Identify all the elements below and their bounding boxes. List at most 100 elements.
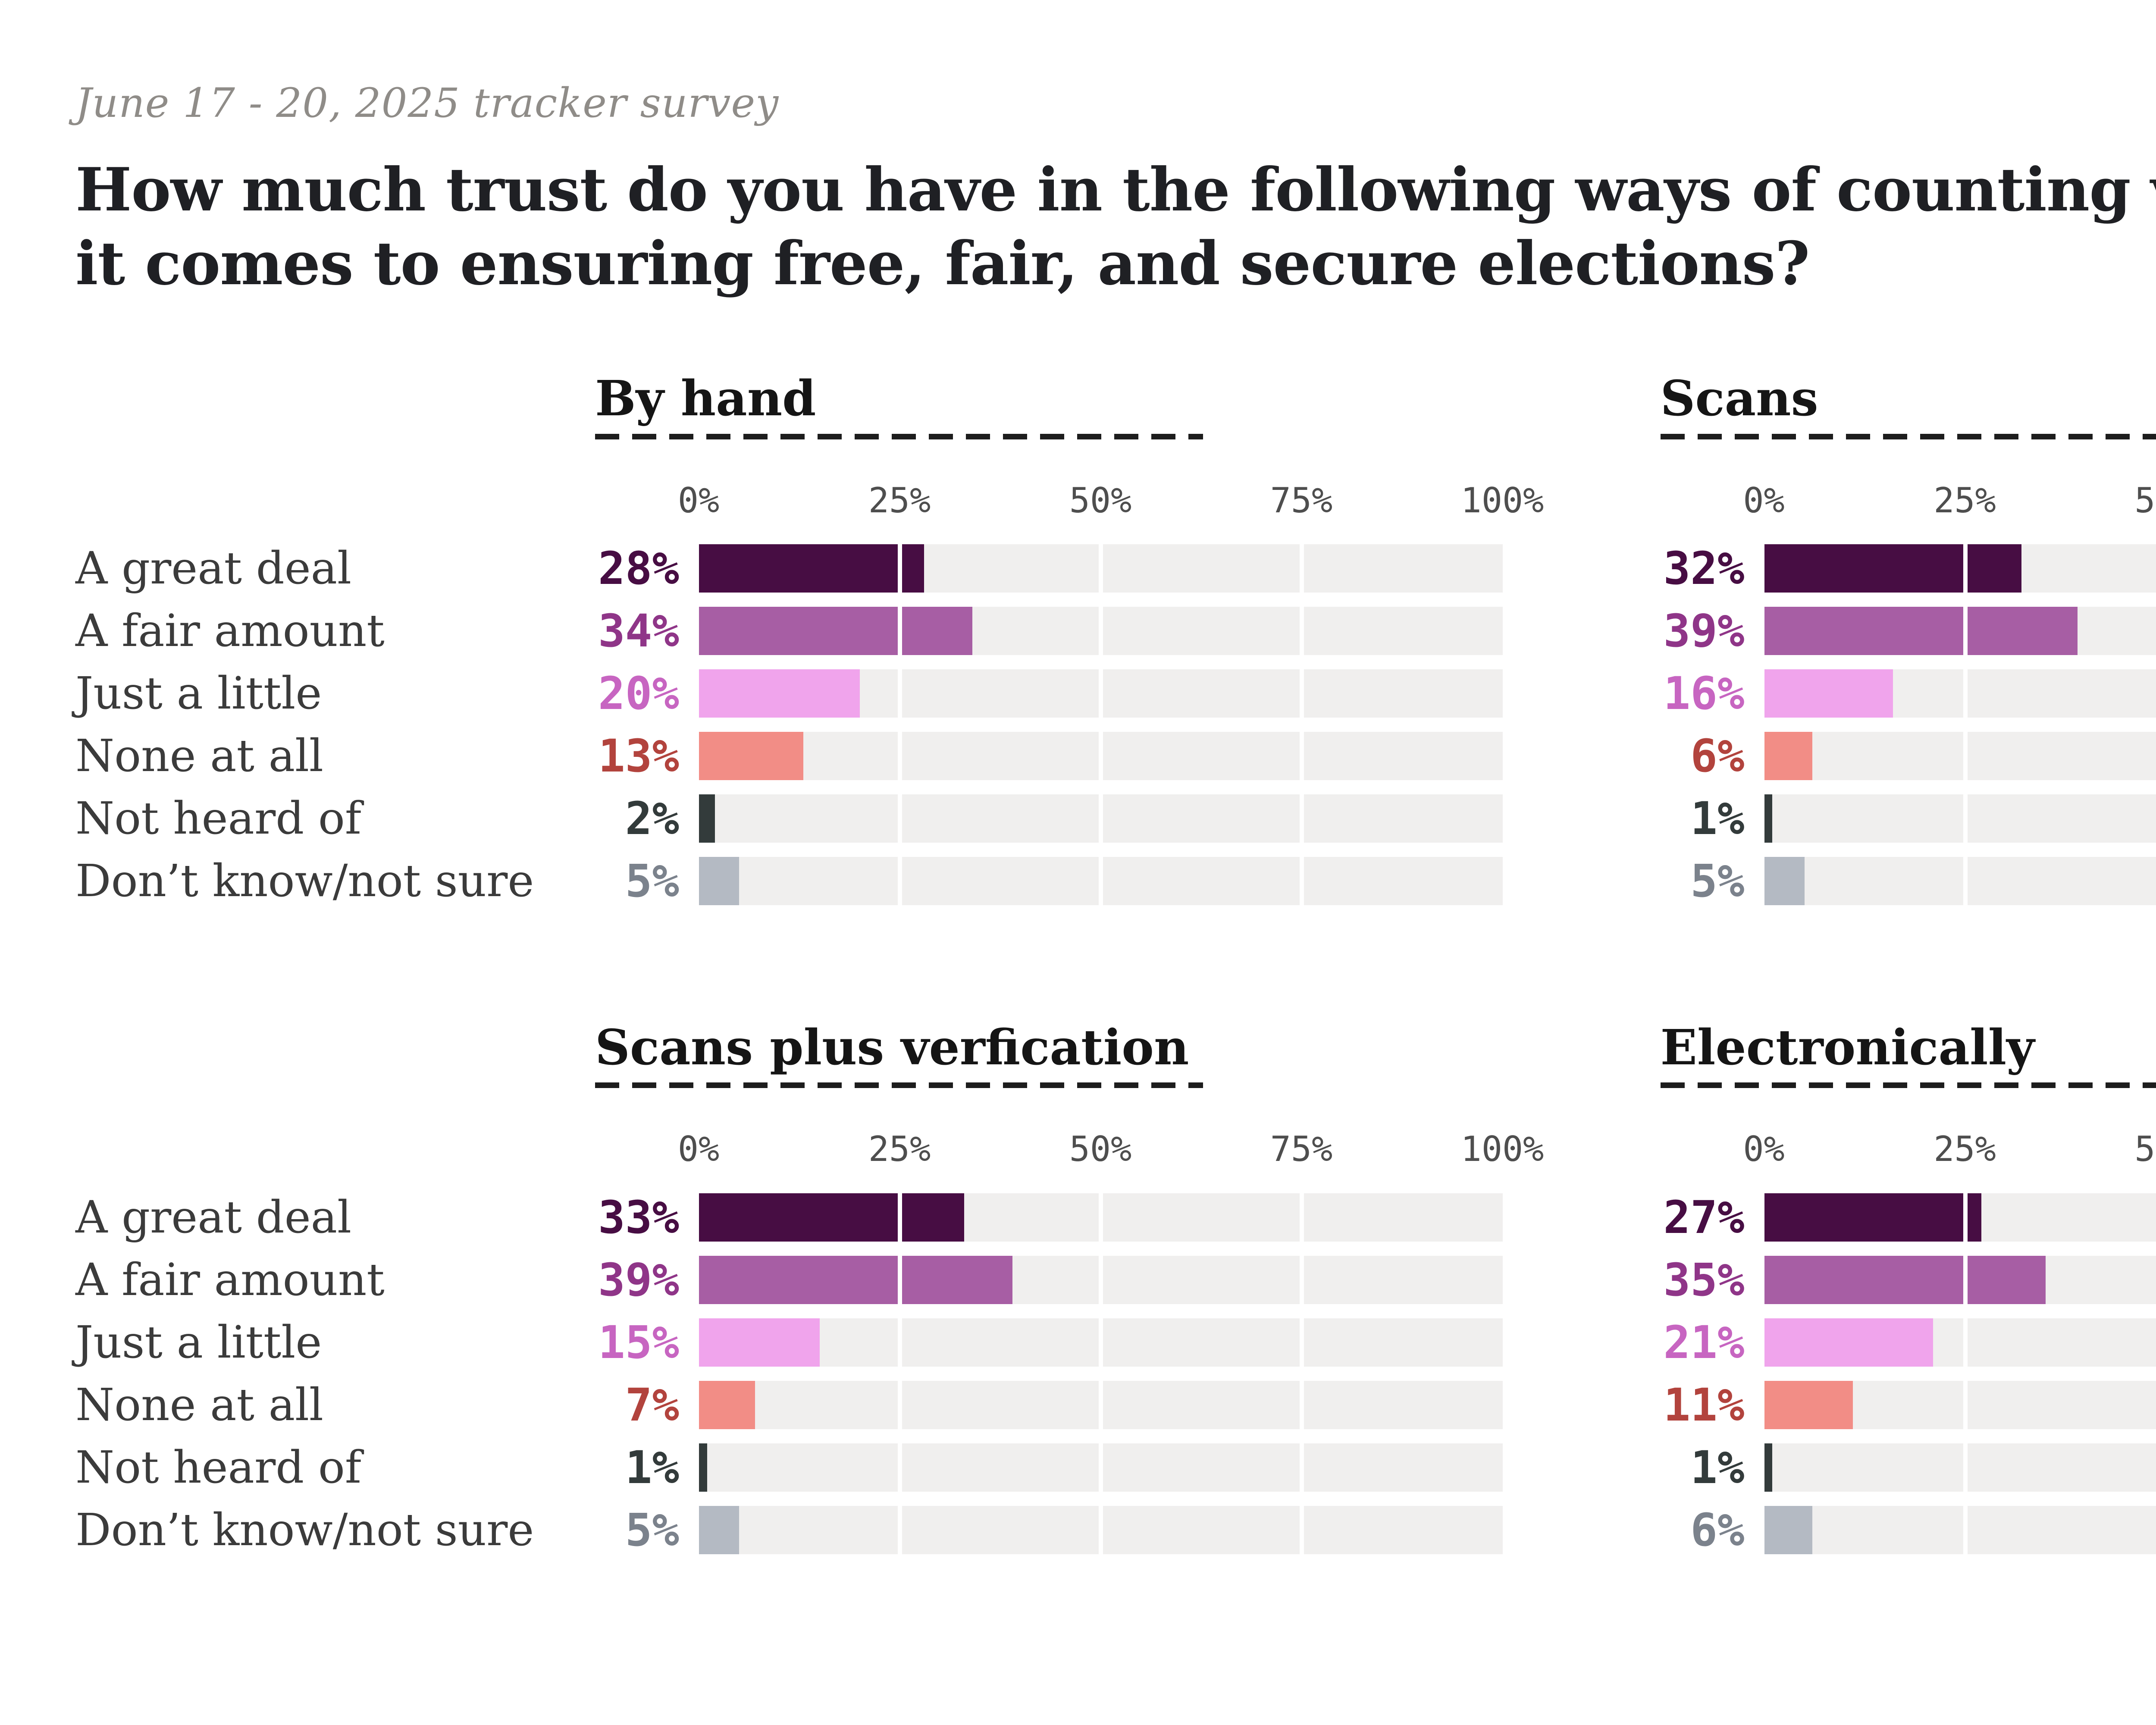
value-label: 5% [625, 855, 679, 908]
kicker: June 17 - 20, 2025 tracker survey [75, 80, 779, 127]
bar-track [1764, 669, 2156, 718]
gridline [1963, 1505, 1968, 1554]
bar-track [699, 1380, 1503, 1429]
bar-row: 1% [1615, 787, 2156, 850]
value-label: 11% [1663, 1378, 1745, 1431]
category-label: Just a little [75, 668, 322, 720]
bar-track [699, 544, 1503, 593]
gridline [1099, 607, 1103, 656]
gridline [898, 607, 902, 656]
bar [1764, 1193, 1981, 1242]
panel-header: Scans plus verfication [595, 1022, 1522, 1088]
bar [1764, 669, 1893, 718]
value-label: 1% [1690, 792, 1745, 845]
bar [1764, 732, 1813, 781]
bar-track [699, 1505, 1503, 1554]
value-label: 1% [625, 1441, 679, 1494]
bar-row: A fair amount 39% [75, 1248, 1522, 1311]
value-label: 6% [1690, 1503, 1745, 1556]
bar [699, 732, 804, 781]
bar-track [699, 794, 1503, 843]
survey-chart-page: June 17 - 20, 2025 tracker survey How mu… [75, 80, 2156, 1561]
category-label: A fair amount [75, 1254, 385, 1306]
panel-header: Electronically [1660, 1022, 2156, 1088]
value-label: 2% [625, 792, 679, 845]
gridline [1099, 1318, 1103, 1367]
bar-row: 21% [1615, 1311, 2156, 1374]
panel-scans: Scans 0%25%50%75%100% 32% 39% [1615, 373, 2156, 913]
bar-track [699, 1255, 1503, 1304]
bar [1764, 794, 1773, 843]
bar [1764, 544, 2021, 593]
category-label: A great deal [75, 1191, 352, 1243]
value-label: 32% [1663, 542, 1745, 595]
dashed-underline [1660, 433, 2156, 439]
bar [1764, 607, 2078, 656]
axis-tick: 50% [2134, 1129, 2156, 1170]
gridline [898, 1193, 902, 1242]
x-axis: 0% 25% 50% 75% 100% [678, 480, 1544, 521]
bar-track [1764, 794, 2156, 843]
category-label: None at all [75, 730, 323, 782]
bar-track [699, 857, 1503, 906]
axis-tick: 50% [2134, 480, 2156, 521]
bar-row: Just a little 15% [75, 1311, 1522, 1374]
gridline [1963, 1318, 1968, 1367]
value-label: 5% [625, 1503, 679, 1556]
category-label: Not heard of [75, 793, 362, 845]
gridline [1099, 1380, 1103, 1429]
category-label: Don’t know/not sure [75, 855, 534, 907]
gridline [1300, 794, 1304, 843]
bar-row: Not heard of 1% [75, 1436, 1522, 1499]
value-label: 16% [1663, 667, 1745, 720]
bar-track [1764, 732, 2156, 781]
gridline [1963, 1380, 1968, 1429]
gridline [1300, 1505, 1304, 1554]
gridline [898, 732, 902, 781]
bar [699, 1255, 1012, 1304]
gridline [1300, 1380, 1304, 1429]
value-label: 27% [1663, 1191, 1745, 1244]
value-label: 39% [1663, 605, 1745, 658]
gridline [1963, 1193, 1968, 1242]
bar-row: 1% [1615, 1436, 2156, 1499]
bar-row: 6% [1615, 725, 2156, 787]
bar-track [1764, 1318, 2156, 1367]
bar-rows: A great deal 28% A fair amount 34% Just … [75, 537, 1522, 913]
value-label: 35% [1663, 1253, 1745, 1306]
axis-tick: 50% [1069, 480, 1132, 521]
bar-track [1764, 857, 2156, 906]
axis-tick: 100% [1460, 1129, 1544, 1170]
bar-row: 16% [1615, 662, 2156, 725]
category-label: Don’t know/not sure [75, 1504, 534, 1556]
value-label: 13% [598, 730, 679, 783]
bar-row: None at all 13% [75, 725, 1522, 787]
bar [699, 1380, 755, 1429]
gridline [1099, 794, 1103, 843]
gridline [1963, 857, 1968, 906]
axis-tick: 25% [1934, 480, 1996, 521]
bar [699, 1318, 820, 1367]
bar [1764, 1443, 1773, 1492]
axis-tick: 0% [1743, 1129, 1785, 1170]
axis-tick: 75% [1270, 480, 1333, 521]
bar-row: 35% [1615, 1248, 2156, 1311]
gridline [1963, 1443, 1968, 1492]
bar-row: None at all 7% [75, 1374, 1522, 1436]
bar [699, 794, 715, 843]
bar-track [699, 1193, 1503, 1242]
category-label: A fair amount [75, 605, 385, 657]
bar [699, 1193, 965, 1242]
bar-track [1764, 1193, 2156, 1242]
bar [699, 669, 860, 718]
gridline [1300, 669, 1304, 718]
axis-tick: 75% [1270, 1129, 1333, 1170]
bar-row: 32% [1615, 537, 2156, 600]
bar [699, 607, 972, 656]
value-label: 34% [598, 605, 679, 658]
value-label: 6% [1690, 730, 1745, 783]
gridline [1099, 1193, 1103, 1242]
bar-rows: A great deal 33% A fair amount 39% Just … [75, 1186, 1522, 1561]
bar-row: 27% [1615, 1186, 2156, 1248]
gridline [1300, 1443, 1304, 1492]
